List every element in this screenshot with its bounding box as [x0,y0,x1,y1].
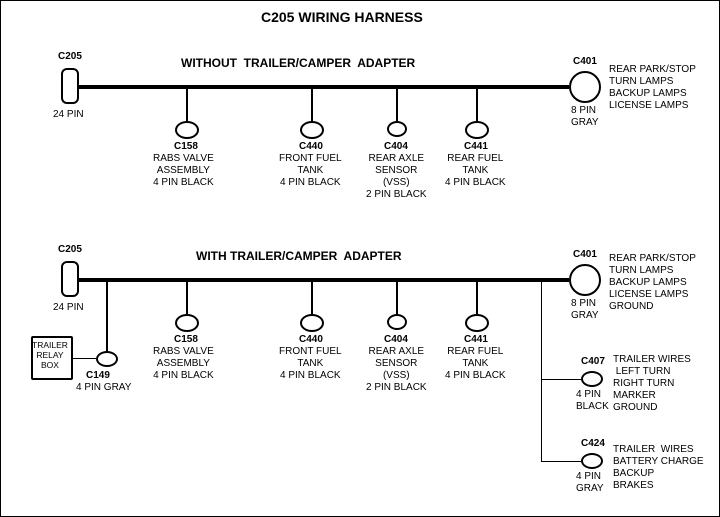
harness-bot [79,278,569,282]
right-extra-drop [541,282,542,462]
drop4-stub [476,89,478,121]
c440-desc-top: FRONT FUEL TANK 4 PIN BLACK [279,153,342,189]
c401-desc-top: REAR PARK/STOP TURN LAMPS BACKUP LAMPS L… [609,64,696,112]
c158-id-top: C158 [174,141,198,153]
c401-label-bot: C401 [573,249,597,261]
c424-id: C424 [581,438,605,450]
c401-label-top: C401 [573,56,597,68]
c441-id-top: C441 [464,141,488,153]
c424-branch [541,461,581,462]
c205-connector-top [61,68,79,104]
c149-drop-stub [106,282,108,352]
c158-desc-top: RABS VALVE ASSEMBLY 4 PIN BLACK [153,153,214,189]
c401-connector-top [569,71,601,103]
c441-desc-top: REAR FUEL TANK 4 PIN BLACK [445,153,506,189]
drop1b-stub [186,282,188,314]
c441-connector-bot [465,314,489,332]
c158-connector-bot [175,314,199,332]
diagram-title: C205 WIRING HARNESS [261,9,423,26]
c424-side: 4 PIN GRAY [576,471,604,495]
c407-side: 4 PIN BLACK [576,389,609,413]
c441-connector-top [465,121,489,139]
c407-id: C407 [581,356,605,368]
harness-top [79,85,569,89]
c205-connector-bot [61,261,79,297]
c158-connector-top [175,121,199,139]
c404-id-top: C404 [384,141,408,153]
c440-connector-top [300,121,324,139]
c424-desc: TRAILER WIRES BATTERY CHARGE BACKUP BRAK… [613,444,704,492]
c407-branch [541,379,581,380]
drop3b-stub [396,282,398,314]
c401-side-bot: 8 PIN GRAY [571,298,599,322]
drop1-stub [186,89,188,121]
c404-id-bot: C404 [384,334,408,346]
c158-id-bot: C158 [174,334,198,346]
c440-desc-bot: FRONT FUEL TANK 4 PIN BLACK [279,346,342,382]
c401-desc-bot: REAR PARK/STOP TURN LAMPS BACKUP LAMPS L… [609,253,696,313]
c401-side-top: 8 PIN GRAY [571,105,599,129]
c149-id: C149 [86,370,110,382]
c401-connector-bot [569,264,601,296]
wiring-diagram: C205 WIRING HARNESS WITHOUT TRAILER/CAMP… [0,0,720,517]
relay-box-line [73,358,96,359]
c407-desc: TRAILER WIRES LEFT TURN RIGHT TURN MARKE… [613,354,691,414]
trailer-relay-box-label: TRAILER RELAY BOX [32,340,68,371]
c205-pins-bot: 24 PIN [53,302,84,314]
c205-pins-top: 24 PIN [53,109,84,121]
c440-connector-bot [300,314,324,332]
c205-label-bot: C205 [58,244,82,256]
section2-subtitle: WITH TRAILER/CAMPER ADAPTER [196,249,402,263]
section1-subtitle: WITHOUT TRAILER/CAMPER ADAPTER [181,56,415,70]
c440-id-top: C440 [299,141,323,153]
drop3-stub [396,89,398,121]
c205-label-top: C205 [58,51,82,63]
c404-connector-top [387,121,407,137]
c404-desc-top: REAR AXLE SENSOR (VSS) 2 PIN BLACK [366,153,427,201]
c404-desc-bot: REAR AXLE SENSOR (VSS) 2 PIN BLACK [366,346,427,394]
c158-desc-bot: RABS VALVE ASSEMBLY 4 PIN BLACK [153,346,214,382]
c441-desc-bot: REAR FUEL TANK 4 PIN BLACK [445,346,506,382]
c424-connector [581,453,603,469]
c149-connector [96,351,118,367]
c407-connector [581,371,603,387]
drop2b-stub [311,282,313,314]
drop4b-stub [476,282,478,314]
c441-id-bot: C441 [464,334,488,346]
c404-connector-bot [387,314,407,330]
c440-id-bot: C440 [299,334,323,346]
c149-desc: 4 PIN GRAY [76,382,131,394]
drop2-stub [311,89,313,121]
